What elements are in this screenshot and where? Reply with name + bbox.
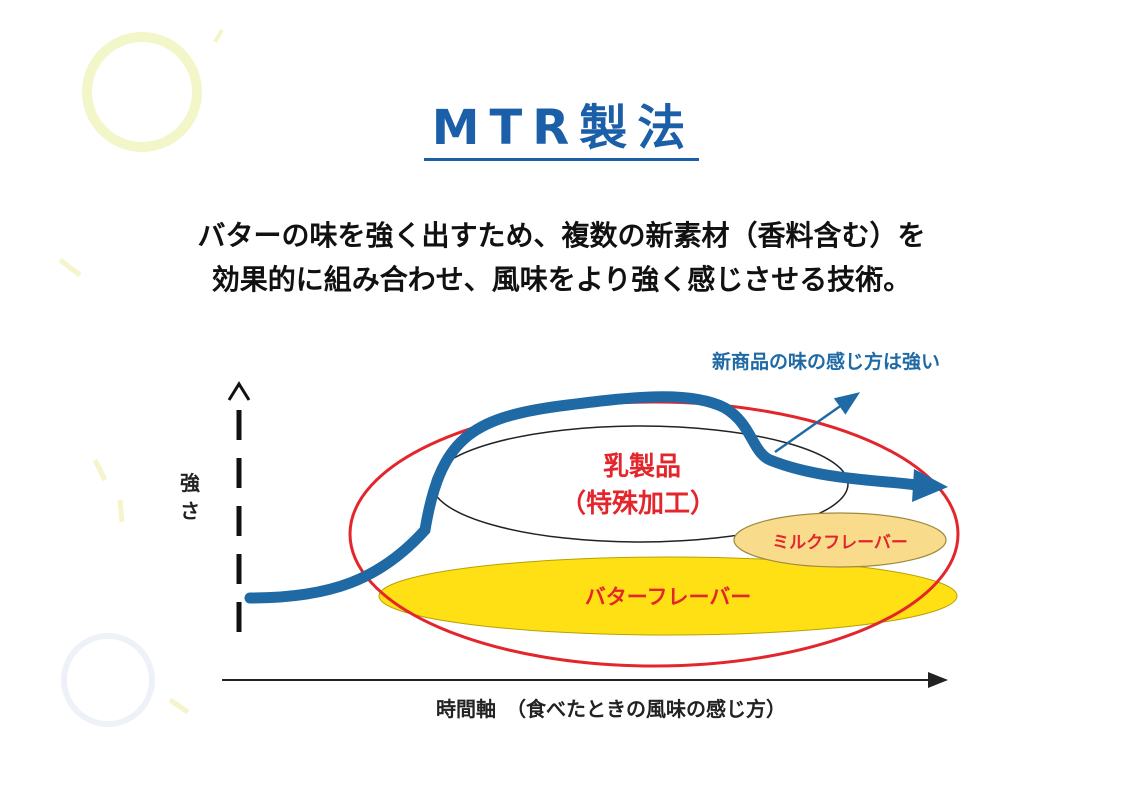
description-line-1: バターの味を強く出すため、複数の新素材（香料含む）を xyxy=(197,219,926,252)
sun-watermark-icon xyxy=(58,28,224,727)
milk-flavor-label: ミルクフレーバー xyxy=(772,533,908,553)
dairy-label-line2: （特殊加工） xyxy=(560,488,716,519)
page-title: MTR製法 xyxy=(0,88,1123,161)
y-axis-arrowhead xyxy=(227,381,251,401)
milk-flavor-ellipse xyxy=(733,512,947,568)
butter-flavor-label: バターフレーバー xyxy=(585,585,752,609)
annotation-arrow xyxy=(774,392,861,454)
description-line-2: 効果的に組み合わせ、風味をより強く感じさせる技術。 xyxy=(211,263,912,296)
annotation-label: 新商品の味の感じ方は強い xyxy=(712,350,940,373)
flavor-curve-arrowhead xyxy=(912,469,948,502)
x-axis-label: 時間軸 （食べたときの風味の感じ方） xyxy=(436,697,786,721)
flavor-intensity-curve xyxy=(244,391,922,604)
dairy-label-line1: 乳製品 xyxy=(603,452,681,482)
butter-flavor-ellipse xyxy=(378,556,958,636)
y-axis-label: 強さ xyxy=(180,471,200,523)
